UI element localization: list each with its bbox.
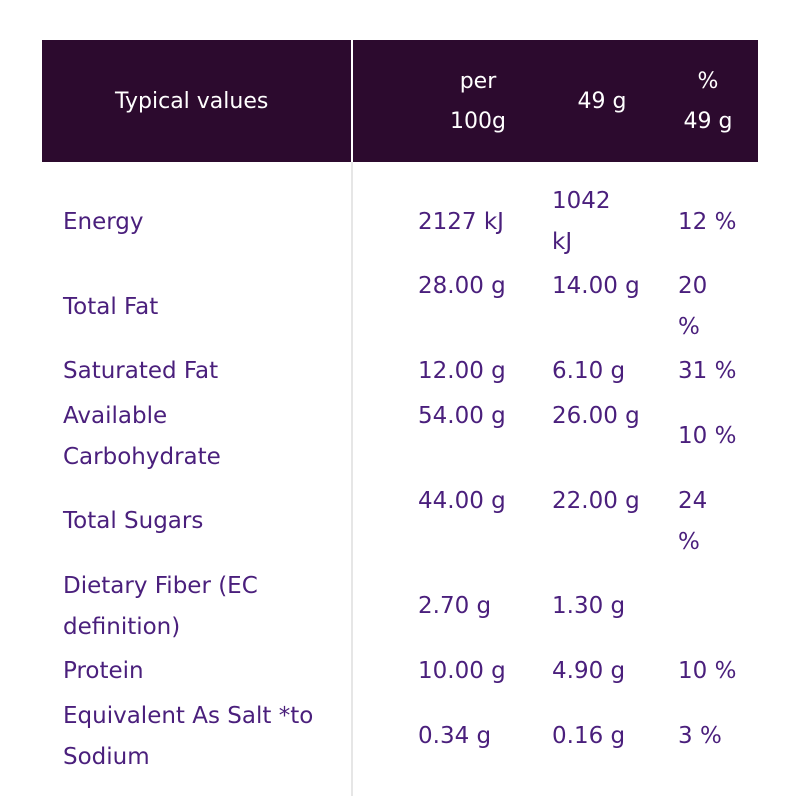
row-name: Equivalent As Salt *to Sodium bbox=[63, 703, 314, 770]
row-portion: 1.30 g bbox=[552, 593, 626, 619]
header-per-line2: 100g bbox=[450, 109, 506, 134]
row-portion: 14.00 g bbox=[552, 273, 640, 299]
row-name: Protein bbox=[63, 658, 144, 684]
row-per100: 12.00 g bbox=[418, 358, 506, 384]
header-portion: 49 g bbox=[577, 89, 627, 114]
row-per100: 2.70 g bbox=[418, 593, 492, 619]
row-pct: 12 % bbox=[678, 209, 737, 235]
row-name: Total Fat bbox=[63, 294, 159, 320]
row-portion: 4.90 g bbox=[552, 658, 626, 684]
row-name: Available Carbohydrate bbox=[63, 403, 221, 470]
row-name: Dietary Fiber (EC definition) bbox=[63, 573, 258, 640]
row-portion: 22.00 g bbox=[552, 488, 640, 514]
header-pct-line2: 49 g bbox=[683, 109, 733, 134]
row-per100: 0.34 g bbox=[418, 723, 492, 749]
row-portion: 26.00 g bbox=[552, 403, 640, 429]
header-pct-line1: % bbox=[697, 69, 719, 94]
table-header: Typical values per 100g 49 g % 49 g bbox=[42, 40, 758, 162]
row-pct: 31 % bbox=[678, 358, 737, 384]
header-column-divider bbox=[351, 40, 353, 162]
row-per100: 10.00 g bbox=[418, 658, 506, 684]
header-per-line1: per bbox=[459, 69, 497, 94]
row-portion: 6.10 g bbox=[552, 358, 626, 384]
row-pct: 10 % bbox=[678, 658, 737, 684]
row-per100: 28.00 g bbox=[418, 273, 506, 299]
row-per100: 2127 kJ bbox=[418, 209, 504, 235]
row-pct: 3 % bbox=[678, 723, 722, 749]
row-name: Saturated Fat bbox=[63, 358, 219, 384]
row-pct: 24 % bbox=[678, 488, 708, 555]
row-per100: 54.00 g bbox=[418, 403, 506, 429]
row-name: Energy bbox=[63, 209, 144, 235]
row-portion: 0.16 g bbox=[552, 723, 626, 749]
row-pct: 20 % bbox=[678, 273, 708, 340]
row-name: Total Sugars bbox=[63, 508, 204, 534]
column-divider bbox=[351, 40, 353, 796]
row-per100: 44.00 g bbox=[418, 488, 506, 514]
row-pct: 10 % bbox=[678, 423, 737, 449]
header-typical-values: Typical values bbox=[115, 89, 269, 114]
row-portion: 1042 kJ bbox=[552, 188, 611, 255]
